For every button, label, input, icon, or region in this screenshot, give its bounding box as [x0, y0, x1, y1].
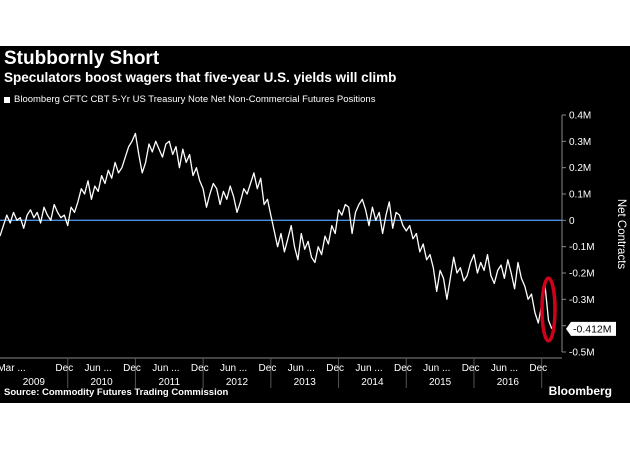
y-tick-label: 0.2M — [569, 163, 591, 174]
chart-panel: Stubbornly Short Speculators boost wager… — [0, 46, 630, 403]
x-month-label: Jun ... — [355, 363, 382, 374]
y-tick-label: -0.5M — [569, 348, 595, 359]
y-tick-label: 0 — [569, 216, 575, 227]
y-tick-label: -0.2M — [569, 269, 595, 280]
y-tick-label: -0.1M — [569, 242, 595, 253]
y-tick-label: -0.3M — [569, 295, 595, 306]
brand-logo: Bloomberg — [548, 384, 612, 398]
x-month-label: Dec — [529, 363, 547, 374]
x-year-label: 2010 — [90, 377, 113, 388]
x-month-label: Dec — [394, 363, 412, 374]
x-axis: Mar ... Dec Jun ... Dec Jun ... Dec Jun ... Dec… — [0, 357, 562, 388]
x-month-label: Dec — [55, 363, 73, 374]
x-month-label: Jun ... — [423, 363, 450, 374]
x-month-label: Jun ... — [491, 363, 518, 374]
y-axis: 0.4M0.3M0.2M0.1M0-0.1M-0.2M-0.3M-0.4M-0.… — [561, 111, 595, 359]
x-month-label: Mar ... — [0, 363, 26, 374]
y-tick-label: 0.3M — [569, 137, 591, 148]
x-year-label: 2009 — [23, 377, 46, 388]
x-month-label: Dec — [462, 363, 480, 374]
x-month-label: Jun ... — [152, 363, 179, 374]
x-month-label: Jun ... — [85, 363, 112, 374]
legend-swatch — [4, 96, 10, 103]
line-chart: 0.4M0.3M0.2M0.1M0-0.1M-0.2M-0.3M-0.4M-0.… — [0, 111, 627, 388]
x-year-label: 2016 — [497, 377, 520, 388]
x-year-label: 2011 — [159, 377, 181, 388]
last-value-box — [566, 321, 616, 336]
last-value-label: -0.412M — [573, 324, 612, 336]
x-year-label: 2015 — [429, 377, 452, 388]
chart-title: Stubbornly Short — [4, 48, 160, 69]
x-month-label: Dec — [259, 363, 277, 374]
x-month-label: Dec — [326, 363, 344, 374]
latest-value-highlight — [540, 276, 557, 343]
chart-legend: Bloomberg CFTC CBT 5-Yr US Treasury Note… — [4, 94, 375, 105]
chart-subtitle: Speculators boost wagers that five-year … — [4, 70, 397, 85]
x-month-label: Jun ... — [288, 363, 315, 374]
y-tick-label: 0.1M — [569, 190, 591, 201]
x-month-label: Jun ... — [220, 363, 247, 374]
x-year-label: 2014 — [361, 377, 384, 388]
source-note: Source: Commodity Futures Trading Commis… — [4, 387, 229, 398]
x-year-label: 2012 — [226, 377, 249, 388]
y-tick-label: 0.4M — [569, 111, 591, 122]
x-month-label: Dec — [191, 363, 209, 374]
x-month-label: Dec — [123, 363, 141, 374]
y-axis-title: Net Contracts — [615, 199, 627, 270]
x-year-label: 2013 — [294, 377, 317, 388]
series-line — [0, 132, 553, 330]
legend-label: Bloomberg CFTC CBT 5-Yr US Treasury Note… — [14, 94, 376, 105]
last-value-marker: -0.412M — [566, 321, 616, 336]
